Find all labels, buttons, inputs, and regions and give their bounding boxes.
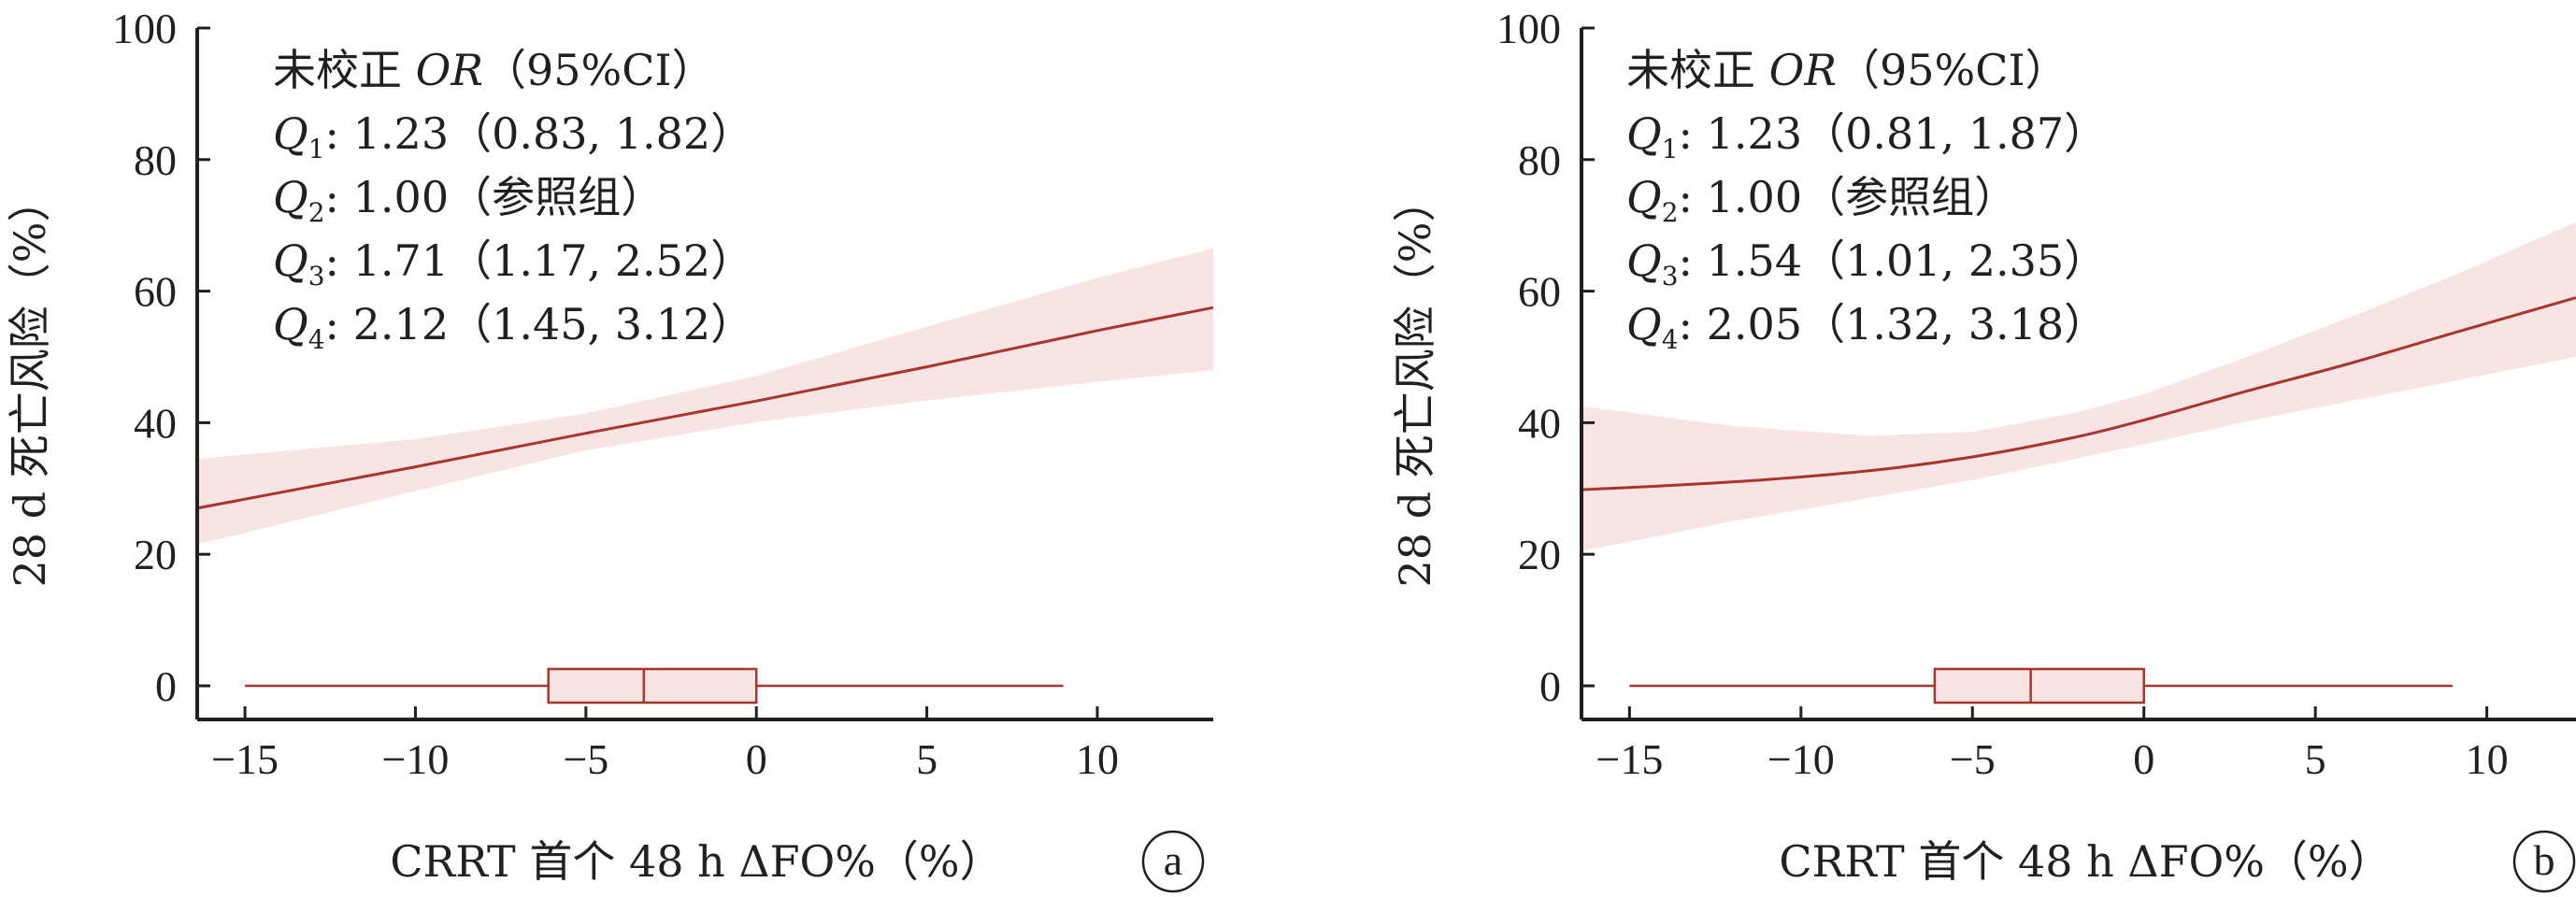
quartile-symbol: Q (273, 299, 308, 349)
x-tick-label: 0 (2133, 735, 2154, 783)
y-tick-label: 20 (1518, 531, 1561, 578)
x-tick-label: −15 (211, 735, 279, 783)
x-axis-title: CRRT 首个 48 h ΔFO%（%） (1779, 836, 2391, 887)
y-tick-label: 100 (112, 5, 177, 52)
quartile-symbol: Q (273, 108, 308, 159)
confidence-band (1581, 221, 2576, 551)
annotation-row: Q2: 1.00（参照组） (273, 172, 664, 228)
quartile-subscript: 1 (1662, 134, 1679, 164)
panel-label-circle (1141, 830, 1205, 893)
x-tick-label: 5 (916, 735, 937, 783)
x-tick-label: 5 (2305, 735, 2326, 783)
annotation-header-ci: （95%CI） (483, 45, 715, 95)
quartile-subscript: 2 (1662, 197, 1679, 228)
quartile-subscript: 3 (1662, 261, 1679, 292)
y-axis-title: 28 d 死亡风险（%） (5, 179, 55, 588)
x-tick-label: −10 (1767, 735, 1835, 783)
quartile-or-value: : 1.00（参照组） (325, 172, 665, 222)
annotation-header: 未校正 OR（95%CI） (1626, 45, 2068, 95)
boxplot-box (547, 667, 758, 705)
annotation-header-prefix: 未校正 (1626, 45, 1769, 95)
panel-label: a (1164, 836, 1182, 884)
y-tick-label: 40 (134, 399, 177, 447)
quartile-or-value: : 2.12（1.45, 3.12） (325, 299, 754, 349)
x-tick-label: 10 (2466, 735, 2509, 783)
x-tick-label: −5 (563, 735, 608, 783)
annotation-row: Q3: 1.71（1.17, 2.52） (273, 235, 753, 292)
boxplot-box (1933, 667, 2145, 705)
y-tick-label: 80 (1518, 136, 1561, 184)
y-tick-label: 20 (134, 531, 177, 578)
y-tick-label: 60 (134, 268, 177, 316)
x-axis-title: CRRT 首个 48 h ΔFO%（%） (390, 836, 1002, 887)
quartile-subscript: 2 (308, 197, 325, 228)
quartile-symbol: Q (1626, 299, 1662, 349)
x-tick-label: −5 (1950, 735, 1996, 783)
y-tick-label: 60 (1518, 268, 1561, 316)
quartile-or-value: : 2.05（1.32, 3.18） (1679, 299, 2108, 349)
y-tick-label: 0 (1539, 662, 1561, 710)
x-tick-label: −15 (1596, 735, 1663, 783)
risk-curve (1581, 296, 2576, 491)
panel-b: 0 20 40 60 80 100 −15 −10 −5 0 5 10 CRRT 首个 48 h ΔFO… (1390, 5, 2576, 893)
annotation-row: Q3: 1.54（1.01, 2.35） (1626, 235, 2107, 292)
x-tick-label: 0 (746, 735, 767, 783)
x-tick-label: 10 (1076, 735, 1119, 783)
quartile-symbol: Q (273, 172, 308, 222)
quartile-subscript: 4 (308, 324, 325, 355)
y-tick-label: 80 (134, 136, 177, 184)
annotation-header-ci: （95%CI） (1837, 45, 2068, 95)
quartile-or-value: : 1.71（1.17, 2.52） (325, 235, 754, 286)
quartile-subscript: 4 (1662, 324, 1679, 355)
panel-label: b (2534, 836, 2555, 884)
quartile-subscript: 1 (308, 134, 325, 164)
annotation-row: Q4: 2.12（1.45, 3.12） (273, 299, 753, 355)
quartile-symbol: Q (1626, 172, 1662, 222)
panel-a: 0 20 40 60 80 100 −15 −10 −5 0 5 10 CRRT 首个 48 h ΔFO… (5, 5, 1214, 893)
annotation-header-prefix: 未校正 (273, 45, 416, 95)
y-axis-title: 28 d 死亡风险（%） (1390, 179, 1440, 588)
quartile-or-value: : 1.23（0.81, 1.87） (1679, 108, 2108, 159)
quartile-symbol: Q (1626, 108, 1662, 159)
panel-label-circle (2512, 830, 2576, 893)
y-tick-label: 40 (1518, 399, 1561, 447)
quartile-symbol: Q (1626, 235, 1662, 286)
y-tick-label: 0 (155, 662, 177, 710)
confidence-band (197, 248, 1213, 545)
annotation-header-or: OR (1769, 45, 1837, 95)
annotation-row: Q2: 1.00（参照组） (1626, 172, 2017, 228)
annotation-header: 未校正 OR（95%CI） (273, 45, 715, 95)
risk-curve (196, 306, 1214, 510)
quartile-or-value: : 1.23（0.83, 1.82） (325, 108, 754, 159)
annotation-header-or: OR (416, 45, 483, 95)
quartile-symbol: Q (273, 235, 308, 286)
annotation-row: Q4: 2.05（1.32, 3.18） (1626, 299, 2107, 355)
quartile-or-value: : 1.54（1.01, 2.35） (1679, 235, 2108, 286)
annotation-row: Q1: 1.23（0.83, 1.82） (273, 108, 753, 164)
annotation-row: Q1: 1.23（0.81, 1.87） (1626, 108, 2107, 164)
quartile-or-value: : 1.00（参照组） (1679, 172, 2018, 222)
y-tick-label: 100 (1496, 5, 1561, 52)
x-tick-label: −10 (381, 735, 449, 783)
quartile-subscript: 3 (308, 261, 325, 292)
